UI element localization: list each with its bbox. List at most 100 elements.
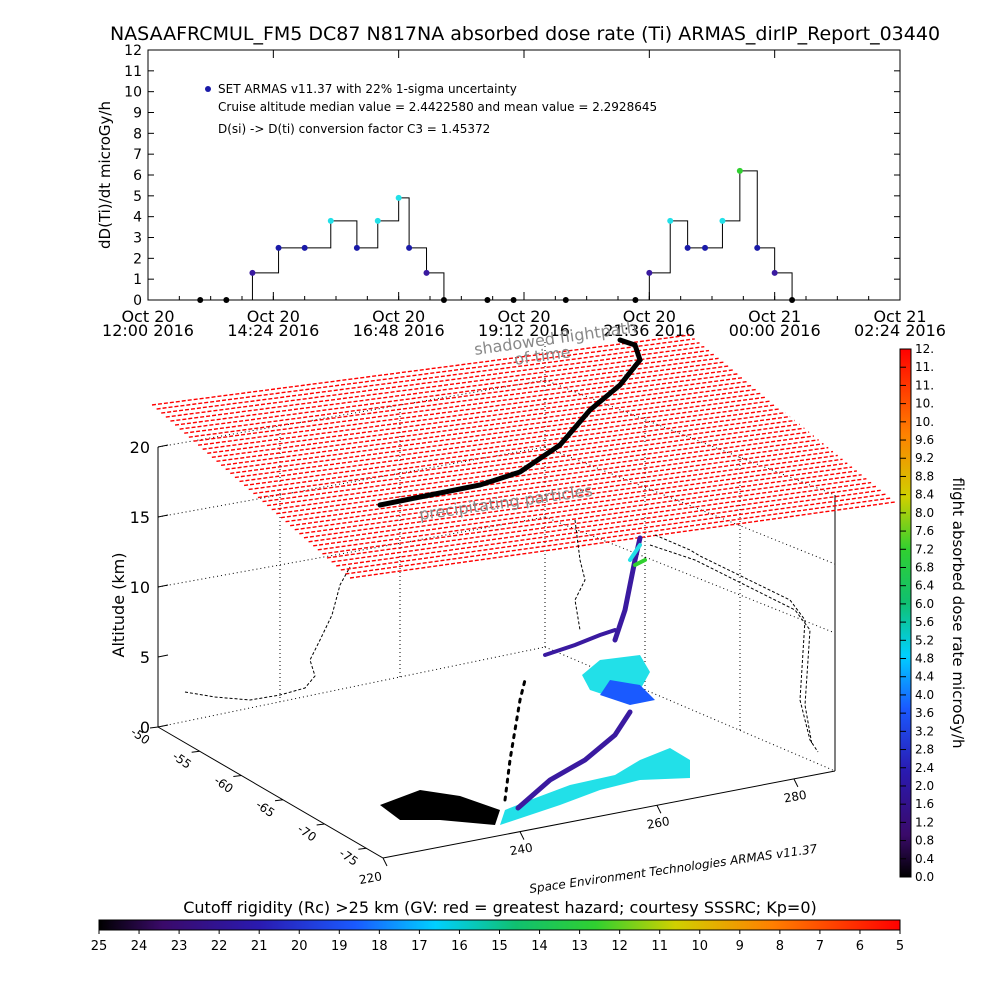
data-point <box>719 217 726 224</box>
rigidity-contour-line <box>202 377 743 450</box>
cutoff-colorbar-tick-label: 9 <box>736 939 744 954</box>
lat-tick-label: -60 <box>212 773 236 796</box>
legend-line-3: D(si) -> D(ti) conversion factor C3 = 1.… <box>218 122 490 136</box>
cutoff-colorbar-title: Cutoff rigidity (Rc) >25 km (GV: red = g… <box>183 898 817 917</box>
data-point <box>406 244 413 251</box>
y-tick-label: 3 <box>133 231 142 247</box>
dose-colorbar-tick-label: 6.0 <box>915 597 934 611</box>
dose-colorbar-tick-label: 7.2 <box>915 542 934 556</box>
lon-tick <box>793 778 799 788</box>
rigidity-contour-line <box>151 334 691 406</box>
rigidity-contour-line <box>285 446 829 523</box>
legend-entry: SET ARMAS v11.37 with 22% 1-sigma uncert… <box>218 82 517 96</box>
dose-colorbar-tick-label: 8.8 <box>915 469 934 483</box>
y-tick-label: 2 <box>133 251 142 267</box>
cutoff-colorbar-tick-label: 16 <box>451 939 468 954</box>
dose-colorbar: 0.0 0.4 0.8 1.2 1.6 2.0 2.4 2.8 3.2 3.6 4.0 4.4 4.8 5… <box>899 342 967 884</box>
rigidity-contour-line <box>280 443 824 519</box>
cutoff-colorbar-tick-label: 5 <box>896 939 904 954</box>
cutoff-colorbar-tick-label: 8 <box>776 939 784 954</box>
rigidity-contour-line <box>317 474 862 551</box>
cutoff-colorbar-tick-label: 24 <box>131 939 148 954</box>
x-tick-date: Oct 20 <box>497 307 550 326</box>
y-tick-label: 11 <box>124 64 142 80</box>
y-tick-label: 12 <box>124 43 142 59</box>
x-tick-time: 12:00 2016 <box>102 321 194 340</box>
data-point <box>789 297 796 303</box>
rigidity-contour-line <box>193 369 733 442</box>
dose-colorbar-tick-label: 12. <box>915 342 934 356</box>
cutoff-colorbar-gradient <box>98 919 901 931</box>
y-tick-label: 10 <box>124 85 142 101</box>
y-tick-label: 5 <box>133 189 142 205</box>
dose-colorbar-tick-label: 10. <box>915 397 934 411</box>
x-tick-date: Oct 20 <box>121 307 174 326</box>
x-tick-date: Oct 20 <box>247 307 300 326</box>
rigidity-contour-line <box>294 454 838 531</box>
x-tick-time: 21:36 2016 <box>603 321 695 340</box>
dose-colorbar-tick-label: 9.6 <box>915 433 934 447</box>
rigidity-contour-line <box>253 419 795 495</box>
x-tick-time: 19:12 2016 <box>478 321 570 340</box>
altitude-ticks: 0 5 10 15 20 <box>130 438 169 737</box>
data-point <box>374 217 381 224</box>
data-point <box>684 244 691 251</box>
latitude-ticks: -50-55-60-65-70-75 <box>128 725 367 869</box>
x-tick-time: 02:24 2016 <box>854 321 946 340</box>
data-point <box>736 167 743 174</box>
rigidity-contour-line <box>349 501 896 579</box>
lat-tick <box>358 847 367 850</box>
y-tick-label: 7 <box>133 147 142 163</box>
y-tick-label: 8 <box>133 126 142 142</box>
flight-path-3d <box>377 337 647 811</box>
cutoff-colorbar-tick-label: 23 <box>171 939 188 954</box>
x-tick-date: Oct 20 <box>623 307 676 326</box>
lat-tick <box>233 775 242 778</box>
rigidity-contour-line <box>340 493 886 571</box>
cutoff-colorbar: Cutoff rigidity (Rc) >25 km (GV: red = g… <box>91 898 904 954</box>
cutoff-colorbar-tick-label: 21 <box>251 939 268 954</box>
rigidity-contour-line <box>239 408 781 483</box>
cutoff-colorbar-tick-label: 18 <box>371 939 388 954</box>
dose-colorbar-tick-label: 5.6 <box>915 615 934 629</box>
data-point <box>249 269 256 276</box>
dose-colorbar-label: flight absorbed dose rate microGy/h <box>949 477 967 748</box>
y-axis-label: dD(Ti)/dt microGy/h <box>96 101 114 249</box>
rigidity-contour-line <box>336 489 881 567</box>
z-tick <box>157 514 169 518</box>
cutoff-colorbar-tick-label: 10 <box>691 939 708 954</box>
lon-tick <box>519 831 525 840</box>
lon-tick-label: 260 <box>646 814 671 832</box>
dose-colorbar-tick-label: 11. <box>915 360 934 374</box>
dose-colorbar-tick-label: 7.6 <box>915 524 934 538</box>
rigidity-contour-line <box>211 384 753 458</box>
cutoff-colorbar-tick-label: 19 <box>331 939 348 954</box>
dose-colorbar-tick-label: 1.6 <box>915 797 934 811</box>
cutoff-colorbar-tick-label: 15 <box>491 939 508 954</box>
data-point <box>771 269 778 276</box>
cutoff-colorbar-tick-label: 22 <box>211 939 228 954</box>
dose-colorbar-tick-label: 3.6 <box>915 706 934 720</box>
dose-colorbar-tick-label: 9.2 <box>915 451 934 465</box>
z-tick <box>157 444 169 448</box>
lat-tick-label: -70 <box>295 822 319 845</box>
z-tick <box>157 654 169 658</box>
annotation-precipitating: precipitating particles <box>418 481 594 524</box>
rigidity-contour-line <box>313 470 857 547</box>
cutoff-colorbar-tick-label: 13 <box>571 939 588 954</box>
lat-tick-label: -65 <box>253 798 277 821</box>
rigidity-contour-line <box>188 365 729 438</box>
dose-colorbar-tick-label: 2.8 <box>915 743 934 757</box>
z-tick-label: 10 <box>130 578 150 597</box>
z-tick-label: 15 <box>130 508 150 527</box>
rigidity-contour-line <box>243 411 786 487</box>
x-tick-date: Oct 21 <box>748 307 801 326</box>
data-point <box>423 269 430 276</box>
rigidity-contour-line <box>225 396 767 471</box>
dose-colorbar-tick-label: 4.0 <box>915 688 934 702</box>
cutoff-colorbar-tick-label: 11 <box>651 939 668 954</box>
data-point <box>484 297 491 303</box>
lat-tick <box>316 823 325 826</box>
